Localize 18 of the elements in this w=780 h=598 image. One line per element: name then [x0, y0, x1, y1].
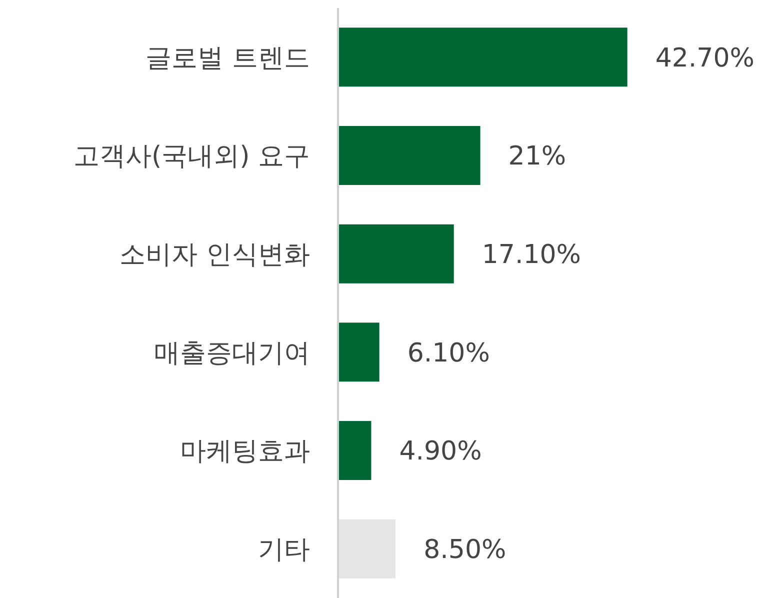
bar [338, 224, 454, 284]
y-tick-label: 마케팅효과 [180, 436, 310, 467]
data-label: 17.10% [482, 240, 582, 270]
data-label: 21% [508, 142, 566, 172]
y-tick-label: 소비자 인식변화 [120, 240, 310, 270]
y-tick-label: 글로벌 트렌드 [146, 43, 310, 74]
y-tick-label: 매출증대기여 [154, 338, 310, 368]
y-tick-label: 기타 [258, 535, 310, 566]
data-label: 42.70% [655, 43, 754, 74]
bar [338, 126, 480, 185]
bar [338, 322, 380, 382]
bar [338, 28, 628, 87]
bar [338, 421, 372, 480]
bar [338, 519, 396, 578]
y-tick-label: 고객사(국내외) 요구 [73, 142, 310, 172]
data-label: 8.50% [424, 534, 506, 565]
data-label: 6.10% [407, 338, 490, 368]
data-label: 4.90% [399, 436, 482, 467]
